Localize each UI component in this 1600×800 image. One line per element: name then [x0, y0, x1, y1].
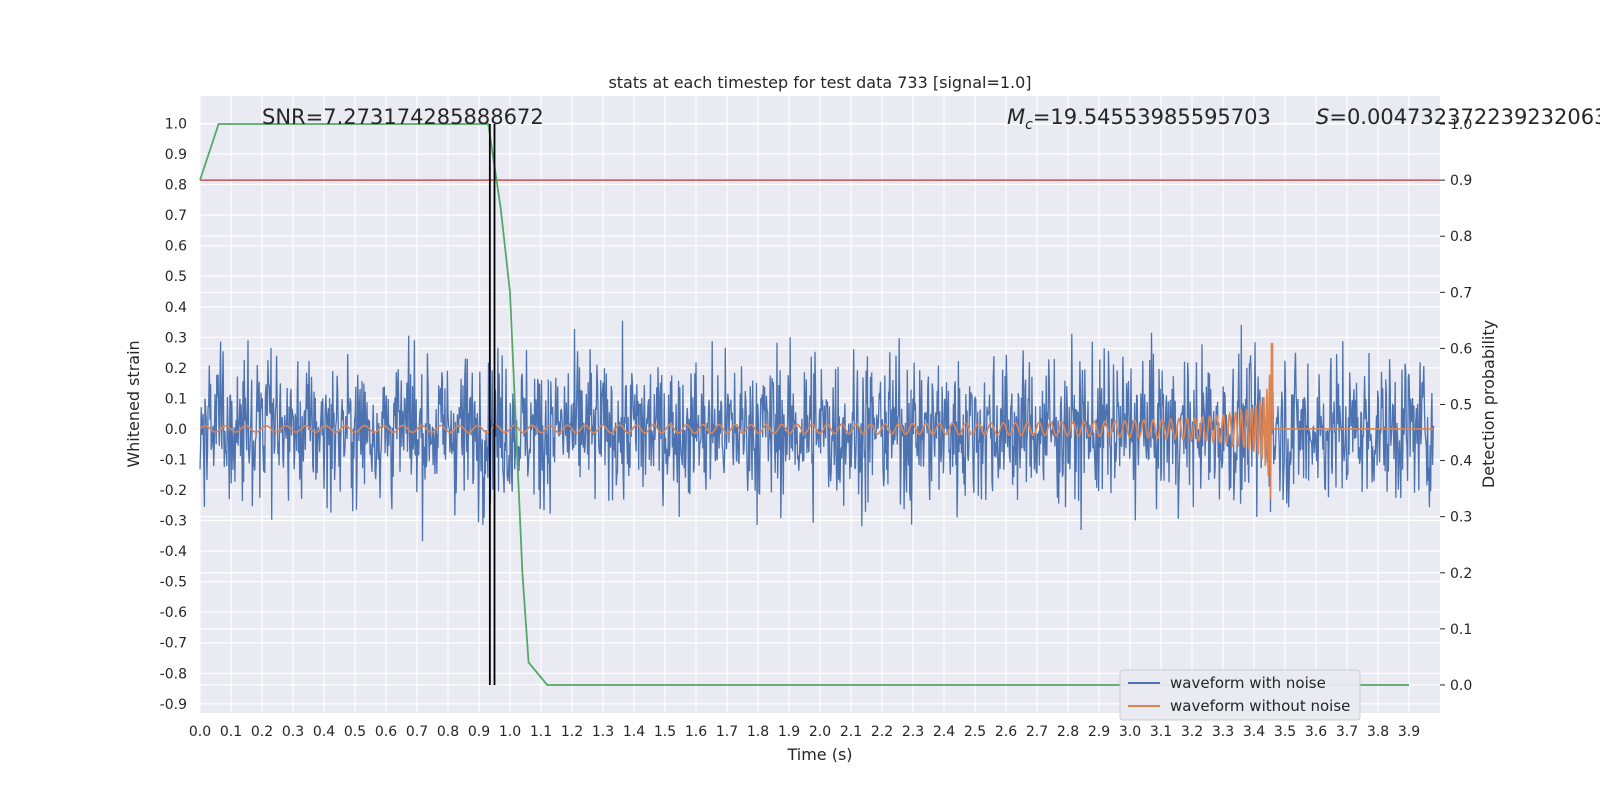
- x-tick-label: 0.8: [437, 724, 459, 740]
- y-right-tick-label: 0.2: [1450, 566, 1472, 582]
- y-tick-label: 0.7: [165, 208, 187, 224]
- chart-title: stats at each timestep for test data 733…: [608, 73, 1031, 92]
- x-tick-label: 3.8: [1367, 724, 1389, 740]
- x-tick-label: 2.3: [902, 724, 924, 740]
- x-tick-label: 3.3: [1212, 724, 1234, 740]
- x-tick-label: 3.0: [1119, 724, 1141, 740]
- y-tick-label: 1.0: [165, 116, 187, 132]
- legend: waveform with noise waveform without noi…: [1119, 669, 1361, 721]
- x-tick-label: 0.5: [344, 724, 366, 740]
- x-tick-label: 3.9: [1398, 724, 1420, 740]
- y-tick-label: 0.5: [165, 269, 187, 285]
- x-tick-label: 1.5: [654, 724, 676, 740]
- x-tick-label: 3.4: [1243, 724, 1265, 740]
- x-tick-label: 0.7: [406, 724, 428, 740]
- x-tick-label: 3.5: [1274, 724, 1296, 740]
- y-right-tick-label: 0.1: [1450, 622, 1472, 638]
- x-tick-label: 2.1: [840, 724, 862, 740]
- chirp-trace: [199, 342, 1434, 499]
- snr-annotation: SNR=7.273174285888672: [262, 105, 544, 129]
- y-tick-label: 0.6: [165, 239, 187, 255]
- y-tick-label: 0.9: [165, 147, 187, 163]
- chirp-mass-symbol: M: [1007, 105, 1025, 129]
- x-tick-label: 1.2: [561, 724, 583, 740]
- x-tick-label: 0.9: [468, 724, 490, 740]
- x-tick-label: 1.9: [778, 724, 800, 740]
- x-tick-label: 3.6: [1305, 724, 1327, 740]
- y-tick-label: 0.1: [165, 391, 187, 407]
- y-tick-label: -0.3: [160, 514, 187, 530]
- x-tick-label: 0.6: [375, 724, 397, 740]
- x-tick-label: 2.2: [871, 724, 893, 740]
- s-value: =0.004732372239232063: [1329, 105, 1600, 129]
- y-right-tick-label: 0.0: [1450, 678, 1472, 694]
- x-tick-label: 2.6: [995, 724, 1017, 740]
- x-tick-label: 3.7: [1336, 724, 1358, 740]
- y-axis-right-label: Detection probability: [1479, 320, 1498, 488]
- x-tick-label: 2.9: [1088, 724, 1110, 740]
- series-waveform-without-noise: [199, 342, 1434, 499]
- legend-box: [1119, 669, 1361, 721]
- y-tick-label: 0.4: [165, 300, 187, 316]
- y-tick-label: 0.2: [165, 361, 187, 377]
- y-right-tick-label: 0.9: [1450, 173, 1472, 189]
- y-tick-label: -0.9: [160, 697, 187, 713]
- y-right-tick-label: 1.0: [1450, 117, 1472, 133]
- y-tick-label: -0.8: [160, 666, 187, 682]
- y-tick-label: -0.2: [160, 483, 187, 499]
- x-tick-label: 1.1: [530, 724, 552, 740]
- x-axis-label: Time (s): [786, 745, 852, 764]
- vertical-markers: [488, 124, 496, 685]
- x-tick-label: 1.0: [499, 724, 521, 740]
- y-tick-label: 0.8: [165, 178, 187, 194]
- x-tick-label: 3.2: [1181, 724, 1203, 740]
- chirp-mass-value: =19.54553985595703: [1033, 105, 1271, 129]
- legend-label-noise: waveform with noise: [1170, 674, 1326, 692]
- y-right-tick-label: 0.8: [1450, 229, 1472, 245]
- chirp-mass-subscript: c: [1025, 117, 1033, 133]
- y-tick-label: -0.1: [160, 452, 187, 468]
- y-right-tick-label: 0.5: [1450, 398, 1472, 414]
- tick-labels: 0.0 0.1 0.2 0.3 0.4 0.5 0.6 0.7 0.8 0.9 1.0 1.1 1.2 1…: [160, 116, 1473, 740]
- y-tick-label: 0.3: [165, 330, 187, 346]
- x-tick-label: 1.7: [716, 724, 738, 740]
- series-detection-probability: [199, 123, 1440, 686]
- x-tick-label: 1.3: [592, 724, 614, 740]
- y-right-tick-label: 0.4: [1450, 454, 1472, 470]
- y-tick-label: -0.4: [160, 544, 187, 560]
- s-symbol: S: [1316, 105, 1329, 129]
- x-tick-label: 0.4: [313, 724, 335, 740]
- x-tick-label: 2.0: [809, 724, 831, 740]
- y-tick-label: -0.6: [160, 605, 187, 621]
- y-axis-label: Whitened strain: [124, 340, 143, 467]
- y-right-tick-label: 0.6: [1450, 341, 1472, 357]
- y-tick-label: -0.7: [160, 636, 187, 652]
- y-tick-label: 0.0: [165, 422, 187, 438]
- x-tick-label: 2.5: [964, 724, 986, 740]
- x-tick-label: 1.6: [685, 724, 707, 740]
- probability-trace: [199, 123, 1409, 686]
- x-tick-label: 0.1: [220, 724, 242, 740]
- x-tick-label: 3.1: [1150, 724, 1172, 740]
- x-tick-label: 2.4: [933, 724, 955, 740]
- x-tick-label: 1.8: [747, 724, 769, 740]
- x-tick-label: 2.8: [1057, 724, 1079, 740]
- chirp-mass-annotation: Mc=19.54553985595703: [1007, 105, 1271, 133]
- x-tick-label: 0.0: [189, 724, 211, 740]
- x-tick-label: 1.4: [623, 724, 645, 740]
- y-tick-label: -0.5: [160, 575, 187, 591]
- y-right-tick-label: 0.7: [1450, 285, 1472, 301]
- x-tick-label: 2.7: [1026, 724, 1048, 740]
- legend-label-clean: waveform without noise: [1170, 697, 1350, 715]
- y-right-tick-label: 0.3: [1450, 510, 1472, 526]
- x-tick-label: 0.3: [282, 724, 304, 740]
- x-tick-label: 0.2: [251, 724, 273, 740]
- s-annotation: S=0.004732372239232063: [1316, 105, 1600, 129]
